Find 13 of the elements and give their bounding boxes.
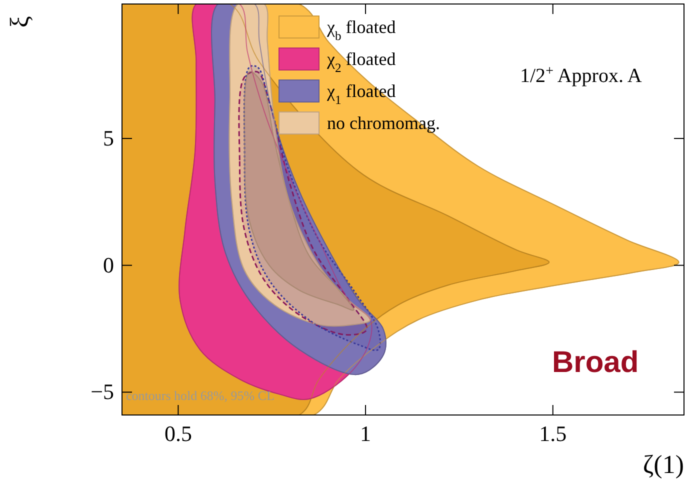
- x-axis-title: ζ(1): [642, 450, 684, 479]
- x-tick-label: 1.5: [539, 421, 567, 446]
- y-tick-label: 5: [103, 125, 114, 150]
- annotation: Broad: [552, 346, 639, 379]
- x-tick-label: 0.5: [164, 421, 192, 446]
- y-tick-label: −5: [90, 379, 114, 404]
- legend-label: χ$_{b}$ floated: [326, 17, 396, 43]
- legend-label: χ$_{2}$ floated: [326, 49, 396, 75]
- y-axis-title: ξ: [5, 16, 34, 28]
- y-tick-label: 0: [103, 252, 114, 278]
- x-tick-label: 1: [360, 421, 372, 446]
- annotation: 1/2$^{+}$ Approx. A: [520, 64, 642, 87]
- annotation: contours hold 68%, 95% CL: [126, 388, 274, 403]
